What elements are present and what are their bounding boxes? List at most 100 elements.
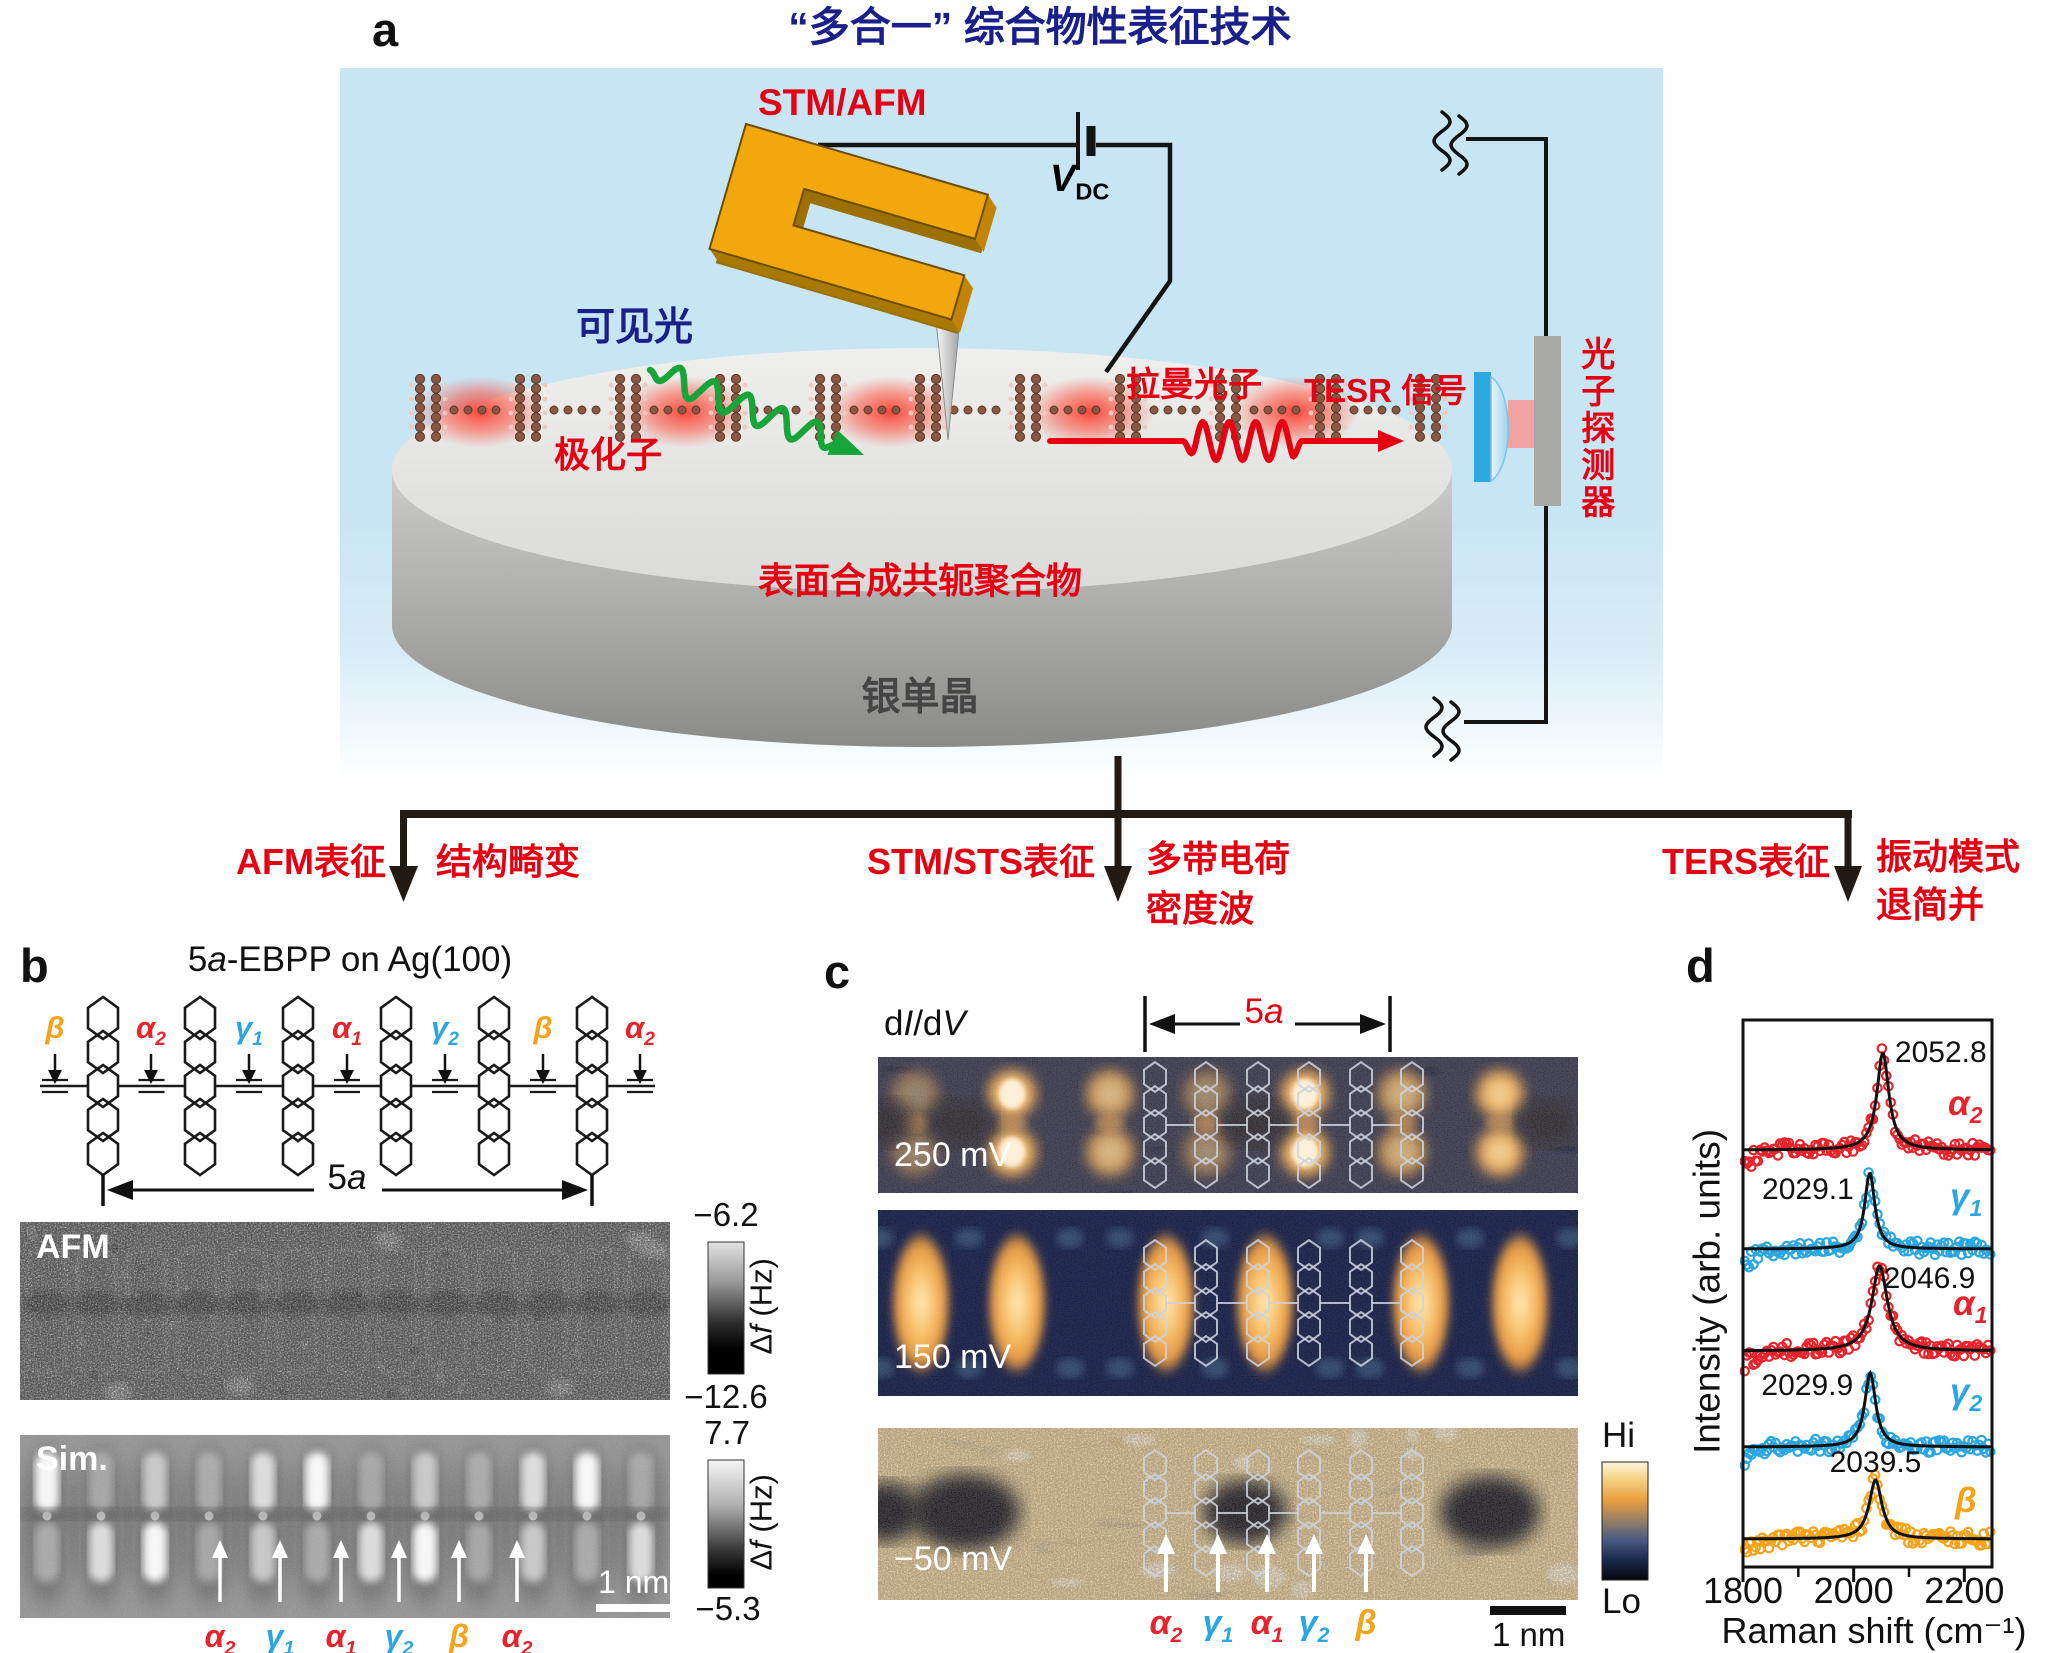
photon-detector-plate — [1534, 336, 1561, 506]
span-5a-arrow-c — [1143, 996, 1392, 1052]
wire-break-icon — [1424, 110, 1469, 762]
battery-icon — [1076, 112, 1096, 170]
bias-250mV: 250 mV — [894, 1136, 1012, 1174]
polaron-label: 极化子 — [554, 434, 663, 475]
site-marker-arrows — [48, 1054, 647, 1084]
sim-label-beta: β — [449, 1618, 469, 1653]
map-label-beta: β — [1355, 1604, 1377, 1642]
x-tick-1800: 1800 — [1702, 1570, 1784, 1611]
bias-150mV: 150 mV — [894, 1338, 1012, 1376]
span-5a-arrow-b — [101, 1174, 594, 1206]
map-label-gamma2: γ2 — [1298, 1604, 1330, 1647]
sim-label-alpha2: α2 — [204, 1618, 236, 1653]
afm-colorbar-min: −12.6 — [684, 1378, 768, 1415]
site-label-alpha2: α2 — [625, 1010, 655, 1051]
x-axis-label: Raman shift (cm⁻¹) — [1721, 1610, 2027, 1651]
sim-colorbar-min: −5.3 — [695, 1590, 761, 1627]
bias-circuit-wire — [818, 142, 1173, 374]
flow-arrow-ters — [1834, 814, 1862, 902]
sim-label-gamma1: γ1 — [265, 1618, 295, 1653]
scalebar-label-c: 1 nm — [1492, 1616, 1566, 1653]
figure-title: “多合一” 综合物性表征技术 — [788, 4, 1292, 50]
svg-text:γ2: γ2 — [1950, 1372, 1982, 1416]
panel-d-label: d — [1686, 939, 1715, 992]
panel-b-label: b — [20, 939, 49, 992]
afm-colorbar-max: −6.2 — [693, 1196, 759, 1233]
x-tick-2000: 2000 — [1813, 1570, 1894, 1611]
photon-detector-label: 光子探测器 — [1575, 336, 1614, 521]
colorbar-lo-label: Lo — [1602, 1582, 1641, 1621]
svg-text:2052.8: 2052.8 — [1895, 1036, 1987, 1069]
flow-connector — [389, 756, 1862, 902]
flow-afm-result: 结构畸变 — [436, 841, 581, 882]
scalebar-1nm-c — [1490, 1606, 1566, 1615]
stm-afm-label: STM/AFM — [758, 82, 927, 123]
tesr-signal-label: TESR 信号 — [1304, 372, 1468, 409]
raman-spectra-chart: 2052.8 α2 2029.1 γ1 2046.9α1 2029.9 γ2 2039.5 β — [1740, 1018, 1996, 1582]
sim-colorbar-max: 7.7 — [704, 1414, 750, 1451]
substrate-label: 银单晶 — [861, 676, 979, 719]
flow-arrow-stm — [1104, 814, 1132, 902]
vdc-label: VDC — [1050, 158, 1110, 205]
x-tick-2200: 2200 — [1924, 1570, 2005, 1611]
scalebar-label-b: 1 nm — [598, 1564, 670, 1600]
panel-c-label: c — [824, 945, 851, 998]
site-label-gamma2: γ2 — [431, 1010, 459, 1051]
sim-image-title: Sim. — [36, 1440, 108, 1478]
flow-stm-result-2: 密度波 — [1146, 888, 1255, 929]
map-label-alpha2: α2 — [1149, 1604, 1183, 1647]
span-5a-label-b: 5a — [327, 1158, 367, 1197]
svg-text:2046.9: 2046.9 — [1884, 1262, 1976, 1295]
flow-ters-method: TERS表征 — [1661, 841, 1830, 882]
detector-sensor-chip — [1508, 400, 1534, 448]
raman-photon-label: 拉曼光子 — [1126, 366, 1262, 404]
sim-afm-image — [20, 1435, 670, 1618]
sim-label-alpha2: α2 — [501, 1618, 533, 1653]
afm-image-title: AFM — [36, 1228, 110, 1266]
flow-arrow-afm — [389, 814, 418, 902]
sim-colorbar — [707, 1459, 745, 1589]
bias-neg50mV: −50 mV — [894, 1540, 1013, 1578]
didv-map-neg50mV — [878, 1428, 1578, 1600]
sim-label-gamma2: γ2 — [384, 1618, 414, 1653]
hi-lo-colorbar — [1601, 1461, 1649, 1581]
didv-map-250mV — [878, 1057, 1578, 1193]
svg-text:2029.1: 2029.1 — [1762, 1173, 1854, 1206]
svg-text:γ1: γ1 — [1950, 1177, 1982, 1221]
visible-light-label: 可见光 — [576, 306, 694, 349]
site-label-beta: β — [533, 1010, 553, 1045]
flow-afm-method: AFM表征 — [236, 841, 386, 882]
y-axis-label: Intensity (arb. units) — [1686, 1128, 1728, 1454]
map-label-gamma1: γ1 — [1202, 1604, 1234, 1647]
didv-map-150mV — [878, 1210, 1578, 1396]
panel-a-label: a — [372, 3, 399, 56]
afm-image — [20, 1222, 670, 1400]
flow-stm-method: STM/STS表征 — [866, 841, 1095, 882]
sim-label-alpha1: α1 — [325, 1618, 357, 1653]
map-label-alpha1: α1 — [1250, 1604, 1284, 1647]
detector-wire — [1464, 137, 1548, 724]
flow-ters-result-2: 退简并 — [1876, 884, 1985, 925]
afm-colorbar — [707, 1241, 745, 1375]
flow-stm-result-1: 多带电荷 — [1146, 838, 1291, 879]
span-5a-label-c: 5a — [1244, 992, 1284, 1031]
tuning-fork-sensor — [708, 122, 997, 441]
collection-lens-icon — [1474, 372, 1509, 483]
colorbar-hi-label: Hi — [1602, 1416, 1636, 1455]
afm-colorbar-unit: Δf (Hz) — [743, 1258, 779, 1355]
photon-waves — [646, 364, 1404, 464]
sim-colorbar-unit: Δf (Hz) — [743, 1474, 779, 1571]
site-label-beta: β — [45, 1010, 65, 1045]
site-label-alpha2: α2 — [136, 1010, 166, 1051]
svg-text:2029.9: 2029.9 — [1761, 1369, 1853, 1402]
svg-text:2039.5: 2039.5 — [1830, 1446, 1922, 1479]
polymer-label: 表面合成共轭聚合物 — [757, 560, 1082, 601]
flow-ters-result-1: 振动模式 — [1876, 836, 2021, 877]
didv-label: dI/dV — [884, 1004, 966, 1043]
panel-b-title: 5a-EBPP on Ag(100) — [187, 940, 513, 979]
svg-text:α2: α2 — [1948, 1084, 1983, 1128]
svg-text:α1: α1 — [1953, 1284, 1988, 1328]
site-label-gamma1: γ1 — [235, 1010, 263, 1051]
